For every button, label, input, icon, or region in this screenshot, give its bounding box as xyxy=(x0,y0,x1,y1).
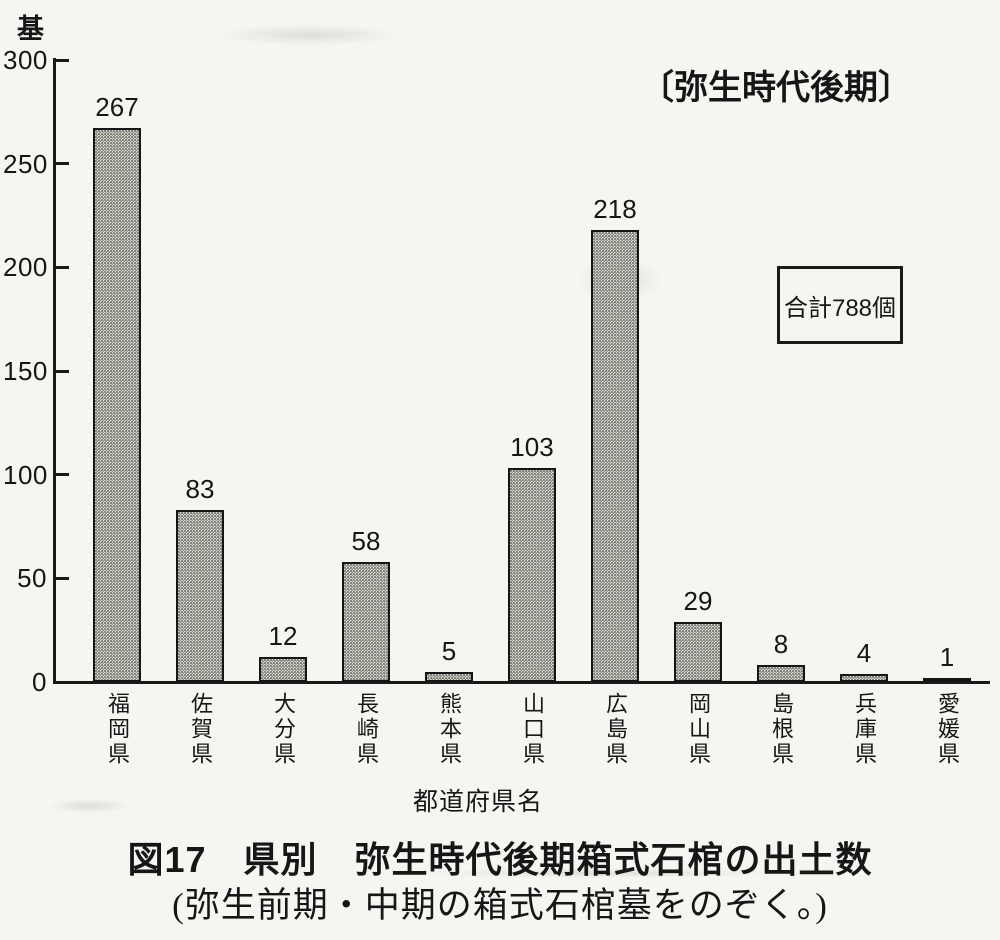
y-tick-label-0: 0 xyxy=(32,667,47,697)
total-count-box: 合計788個 xyxy=(777,266,903,344)
bar-広島県 xyxy=(591,230,639,682)
y-tick-label-150: 150 xyxy=(3,356,48,386)
bar-福岡県 xyxy=(93,128,141,682)
bar-山口県 xyxy=(508,468,556,682)
x-category-label-福岡県: 福岡県 xyxy=(105,692,130,767)
bar-value-label-島根県: 8 xyxy=(773,629,789,659)
figure-subcaption: (弥生前期・中期の箱式石棺墓をのぞく。) xyxy=(172,886,828,925)
bar-愛媛県 xyxy=(923,678,971,682)
y-tick-150 xyxy=(56,369,69,373)
y-tick-label-50: 50 xyxy=(17,563,47,594)
y-tick-300 xyxy=(56,58,69,62)
bar-兵庫県 xyxy=(840,674,888,682)
y-tick-200 xyxy=(56,265,69,269)
y-tick-50 xyxy=(56,576,69,580)
x-category-label-山口県: 山口県 xyxy=(520,692,545,767)
bar-大分県 xyxy=(259,657,307,682)
x-category-label-島根県: 島根県 xyxy=(769,692,794,767)
total-count-label: 合計788個 xyxy=(783,294,897,322)
y-tick-label-300: 300 xyxy=(3,45,48,75)
x-category-label-兵庫県: 兵庫県 xyxy=(852,692,877,767)
x-category-label-熊本県: 熊本県 xyxy=(437,692,462,767)
x-category-label-広島県: 広島県 xyxy=(603,692,628,767)
period-annotation: 〔弥生時代後期〕 xyxy=(640,69,912,107)
scan-smudge xyxy=(30,795,150,817)
y-tick-label-200: 200 xyxy=(3,252,48,283)
y-tick-label-250: 250 xyxy=(3,148,48,179)
y-axis-unit-label: 基 xyxy=(17,14,44,44)
figure-caption: 図17 県別 弥生時代後期箱式石棺の出土数 xyxy=(127,839,873,880)
bar-value-label-長崎県: 58 xyxy=(351,526,381,556)
bar-岡山県 xyxy=(674,622,722,682)
x-category-label-大分県: 大分県 xyxy=(271,692,296,767)
y-tick-100 xyxy=(56,473,69,477)
bar-value-label-愛媛県: 1 xyxy=(939,642,955,672)
bar-value-label-福岡県: 267 xyxy=(95,92,139,122)
bar-value-label-佐賀県: 83 xyxy=(185,474,215,504)
bar-佐賀県 xyxy=(176,510,224,682)
bar-value-label-大分県: 12 xyxy=(268,621,298,651)
bar-value-label-兵庫県: 4 xyxy=(856,638,872,668)
bar-value-label-広島県: 218 xyxy=(593,194,637,224)
x-category-label-長崎県: 長崎県 xyxy=(354,692,379,767)
bar-島根県 xyxy=(757,665,805,682)
y-tick-label-100: 100 xyxy=(3,459,48,490)
x-category-label-愛媛県: 愛媛県 xyxy=(935,692,960,767)
bar-value-label-熊本県: 5 xyxy=(441,636,457,666)
bar-熊本県 xyxy=(425,672,473,682)
bar-長崎県 xyxy=(342,562,390,682)
y-tick-250 xyxy=(56,162,69,166)
x-axis-baseline xyxy=(53,681,990,684)
scan-smudge xyxy=(180,20,440,50)
y-axis-line xyxy=(53,58,56,684)
x-axis-title: 都道府県名 xyxy=(412,788,543,816)
bar-value-label-山口県: 103 xyxy=(510,432,554,462)
x-category-label-岡山県: 岡山県 xyxy=(686,692,711,767)
x-category-label-佐賀県: 佐賀県 xyxy=(188,692,213,767)
bar-value-label-岡山県: 29 xyxy=(683,586,713,616)
